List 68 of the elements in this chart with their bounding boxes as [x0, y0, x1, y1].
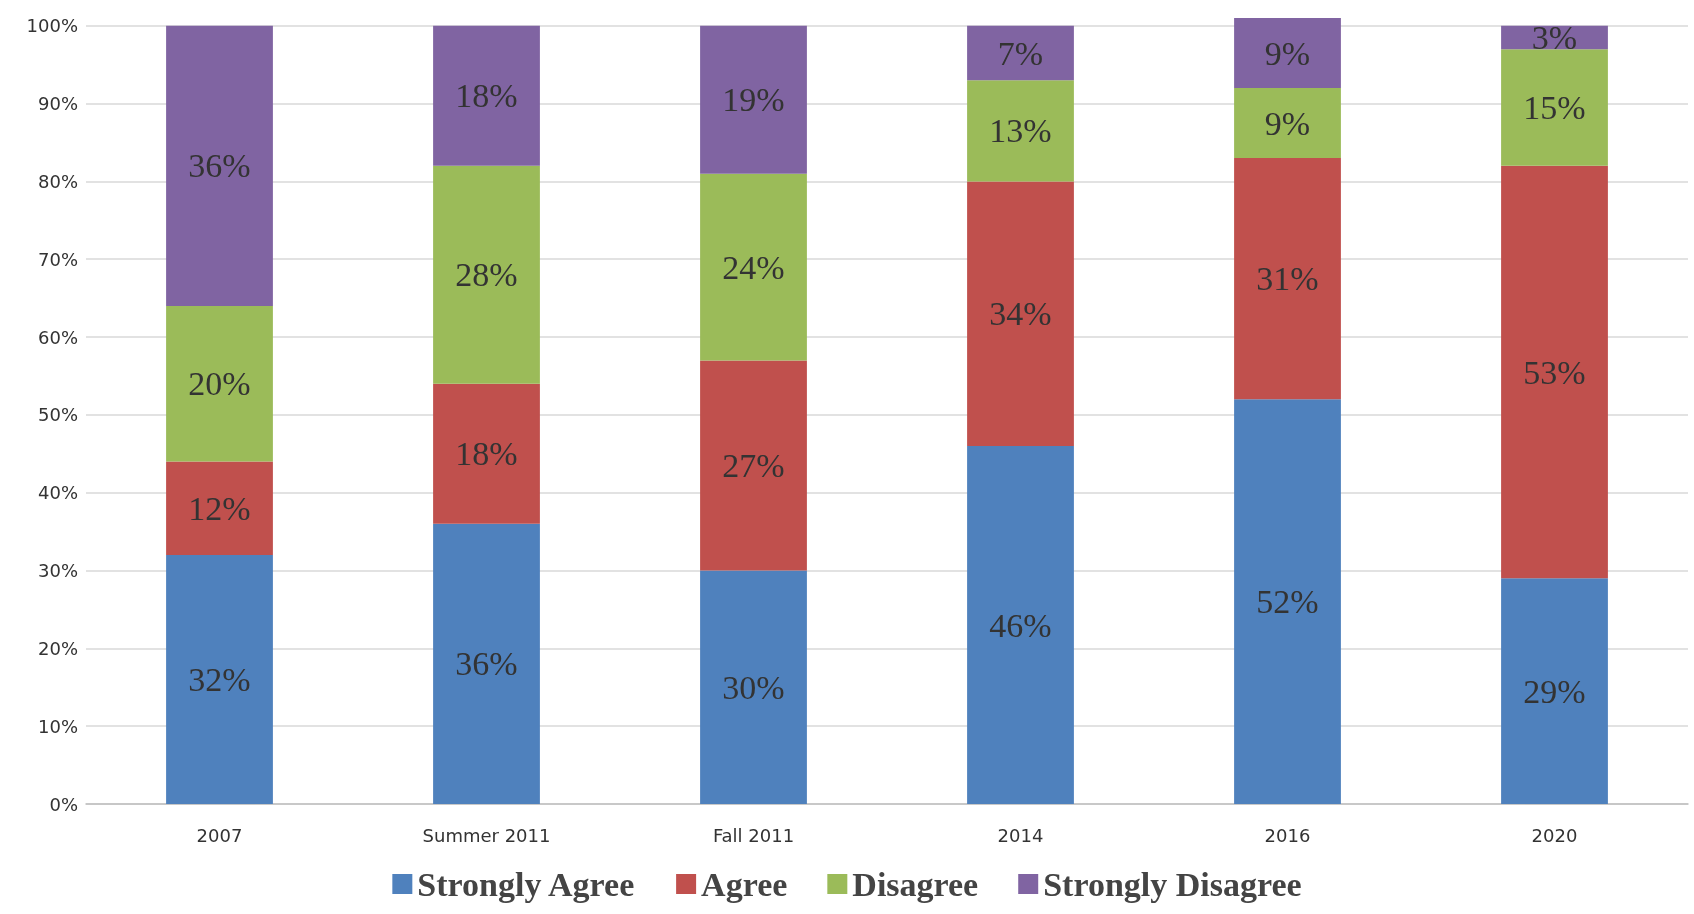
y-tick-label: 10% [37, 715, 78, 737]
data-label: 19% [722, 81, 785, 119]
bar [433, 25, 540, 166]
legend-label: Strongly Disagree [1043, 865, 1302, 903]
legend-label: Agree [701, 865, 788, 903]
y-tick-label: 30% [37, 560, 78, 582]
bar [433, 523, 540, 804]
bar [1234, 158, 1341, 400]
bar [967, 25, 1074, 81]
bar [433, 383, 540, 524]
bar [166, 25, 273, 306]
y-tick-label: 0% [49, 793, 78, 815]
data-label: 46% [989, 606, 1052, 644]
bar [1234, 18, 1341, 89]
x-tick-label: 2007 [196, 824, 243, 846]
data-label: 29% [1523, 672, 1586, 710]
data-label: 36% [188, 147, 251, 185]
data-label: 15% [1523, 89, 1586, 126]
data-label: 12% [188, 489, 251, 527]
bar [700, 360, 807, 571]
bar [166, 305, 273, 462]
y-tick-label: 70% [37, 248, 78, 270]
data-label: 31% [1256, 260, 1319, 298]
y-tick-label: 60% [37, 326, 78, 348]
data-label: 20% [188, 365, 251, 403]
bar [700, 173, 807, 361]
x-tick-label: Summer 2011 [422, 824, 551, 846]
bar [433, 165, 540, 384]
x-tick-label: 2016 [1264, 824, 1311, 846]
data-label: 36% [455, 645, 518, 683]
data-label: 30% [722, 668, 785, 706]
y-tick-label: 20% [37, 637, 78, 659]
bar [700, 25, 807, 174]
y-tick-label: 90% [37, 93, 78, 115]
data-label: 3% [1531, 18, 1578, 56]
bar [1234, 88, 1341, 159]
data-label: 34% [989, 295, 1052, 333]
x-tick-label: Fall 2011 [712, 824, 795, 846]
bar [967, 80, 1074, 182]
x-tick-label: 2014 [997, 824, 1044, 846]
data-label: 27% [722, 446, 785, 484]
data-label: 53% [1523, 353, 1586, 391]
y-tick-label: 40% [37, 482, 78, 504]
data-label: 18% [455, 77, 518, 115]
bar [1234, 399, 1341, 804]
y-tick-label: 50% [37, 404, 78, 426]
bar [1501, 578, 1608, 804]
data-label: 9% [1264, 34, 1311, 72]
bar [166, 461, 273, 555]
x-tick-label: 2020 [1531, 824, 1578, 846]
data-label: 32% [188, 660, 251, 698]
y-tick-label: 100% [26, 15, 78, 37]
data-label: 24% [722, 248, 785, 286]
bar [166, 554, 273, 804]
bar [700, 570, 807, 804]
bar [1501, 165, 1608, 579]
data-label: 7% [997, 34, 1044, 72]
y-tick-label: 80% [37, 170, 78, 192]
legend-label: Strongly Agree [417, 865, 635, 903]
data-label: 18% [455, 435, 518, 473]
bar [967, 181, 1074, 447]
bar [967, 446, 1074, 804]
data-label: 13% [989, 112, 1052, 150]
bar [1501, 49, 1608, 166]
data-label: 9% [1264, 104, 1311, 142]
data-label: 28% [455, 256, 518, 294]
legend-label: Disagree [852, 865, 979, 903]
data-label: 52% [1256, 583, 1319, 621]
